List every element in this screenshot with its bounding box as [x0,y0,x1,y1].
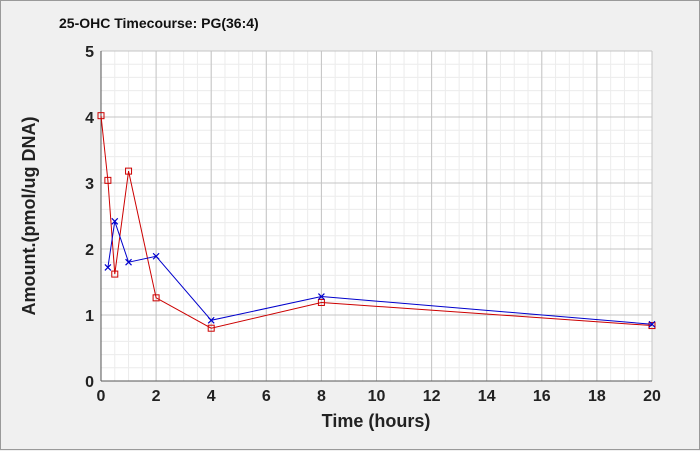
data-point [152,294,160,302]
data-point [317,293,325,300]
x-tick-label: 20 [643,388,661,405]
y-tick-label: 0 [85,374,94,391]
y-tick-label: 5 [85,44,94,61]
x-tick-label: 8 [317,388,326,405]
y-tick-labels: 0 1 2 3 4 5 [85,44,94,391]
x-tick-label: 0 [97,388,106,405]
series-line [100,115,653,329]
series-1 [97,112,656,332]
data-point [317,298,325,306]
series-layer [97,112,656,332]
x-tick-label: 14 [478,388,496,405]
data-point [104,176,112,184]
y-tick-label: 3 [85,176,94,193]
y-tick-label: 1 [85,308,94,325]
x-tick-label: 6 [262,388,271,405]
x-tick-label: 18 [588,388,606,405]
data-point [104,264,112,271]
y-tick-label: 2 [85,242,94,259]
data-point [207,316,215,324]
data-point [111,217,119,225]
data-point [97,112,105,120]
data-point [125,258,132,266]
data-point [207,324,215,332]
data-point [125,167,133,175]
x-tick-label: 2 [152,388,161,405]
x-tick-label: 4 [207,388,216,405]
data-point [648,322,656,330]
chart-title: 25-OHC Timecourse: PG(36:4) [59,15,259,31]
x-tick-label: 10 [368,388,386,405]
x-tick-label: 16 [533,388,551,405]
data-point [152,252,160,260]
axes [100,51,652,382]
data-point [111,270,119,278]
series-2 [104,217,656,328]
y-axis-label: Amount.(pmol/ug DNA) [19,117,39,316]
x-tick-labels: 0 2 4 6 8 10 12 14 16 18 20 [97,388,661,405]
x-tick-label: 12 [423,388,441,405]
y-tick-label: 4 [85,110,94,127]
data-point [648,320,656,328]
x-axis-label: Time (hours) [322,411,431,431]
